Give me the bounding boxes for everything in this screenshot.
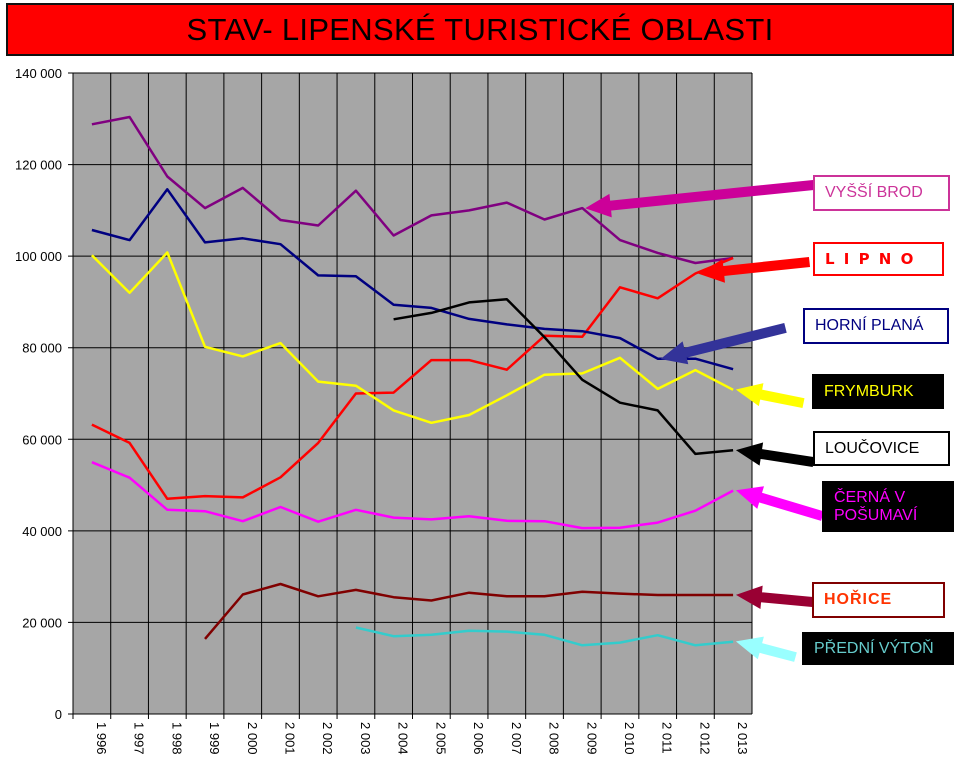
y-tick-label: 140 000 bbox=[15, 66, 62, 81]
x-tick-label: 2 004 bbox=[396, 722, 411, 755]
y-tick-label: 100 000 bbox=[15, 249, 62, 264]
x-tick-label: 2 005 bbox=[433, 722, 448, 755]
series-line-0 bbox=[91, 115, 734, 265]
series-line-2 bbox=[91, 188, 734, 371]
y-tick-label: 20 000 bbox=[22, 615, 62, 630]
y-tick-label: 0 bbox=[55, 707, 62, 722]
series-line-7 bbox=[355, 626, 734, 647]
legend-label-1: L I P N O bbox=[813, 242, 944, 276]
legend-arrow-1 bbox=[698, 256, 811, 283]
chart-title: STAV- LIPENSKÉ TURISTICKÉ OBLASTI bbox=[186, 11, 774, 47]
legend-label-3: FRYMBURK bbox=[812, 374, 944, 409]
x-tick-label: 2 000 bbox=[245, 722, 260, 755]
series-line-4 bbox=[393, 297, 734, 456]
x-tick-label: 2 006 bbox=[471, 722, 486, 755]
x-tick-label: 1 996 bbox=[94, 722, 109, 755]
y-tick-label: 120 000 bbox=[15, 158, 62, 173]
x-tick-label: 2 010 bbox=[622, 722, 637, 755]
series-line-5 bbox=[91, 461, 734, 530]
x-tick-label: 1 998 bbox=[169, 722, 184, 755]
legend-label-5: ČERNÁ V POŠUMAVÍ bbox=[822, 481, 954, 532]
x-tick-label: 2 013 bbox=[735, 722, 750, 755]
x-tick-label: 2 012 bbox=[697, 722, 712, 755]
legend-label-6: HOŘICE bbox=[812, 582, 945, 618]
x-tick-label: 2 007 bbox=[509, 722, 524, 755]
x-tick-label: 2 001 bbox=[282, 722, 297, 755]
x-tick-label: 2 009 bbox=[584, 722, 599, 755]
y-tick-label: 60 000 bbox=[22, 432, 62, 447]
x-tick-label: 1 997 bbox=[132, 722, 147, 755]
legend-label-2: HORNÍ PLANÁ bbox=[803, 308, 949, 344]
chart-title-banner: STAV- LIPENSKÉ TURISTICKÉ OBLASTI bbox=[6, 3, 954, 56]
x-tick-label: 2 008 bbox=[547, 722, 562, 755]
legend-arrow-7 bbox=[735, 636, 797, 662]
x-tick-label: 2 011 bbox=[660, 722, 675, 754]
x-tick-label: 2 003 bbox=[358, 722, 373, 755]
y-tick-label: 40 000 bbox=[22, 524, 62, 539]
series-line-3 bbox=[91, 251, 734, 425]
y-tick-label: 80 000 bbox=[22, 341, 62, 356]
x-tick-label: 2 002 bbox=[320, 722, 335, 755]
legend-label-0: VYŠŠÍ BROD bbox=[813, 175, 950, 211]
legend-arrow-3 bbox=[735, 383, 805, 408]
series-line-1 bbox=[91, 256, 734, 501]
legend-label-4: LOUČOVICE bbox=[813, 431, 950, 466]
legend-arrow-2 bbox=[660, 322, 787, 365]
series-line-6 bbox=[204, 582, 734, 640]
legend-label-7: PŘEDNÍ VÝTOŇ bbox=[802, 632, 954, 665]
x-tick-label: 1 999 bbox=[207, 722, 222, 755]
